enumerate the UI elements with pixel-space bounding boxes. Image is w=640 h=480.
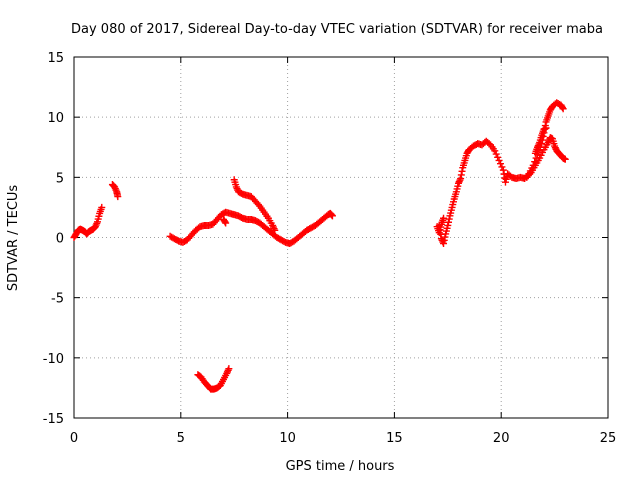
data-point [254,201,262,209]
data-point [455,178,463,186]
data-point [269,221,277,229]
data-point [270,225,278,233]
data-point [445,218,453,226]
y-tick-label: -15 [43,412,64,427]
data-point [111,183,119,191]
data-point [542,124,550,132]
x-tick-label: 15 [386,431,403,446]
data-point [440,236,448,244]
data-point [114,193,122,201]
data-point [222,219,230,227]
data-point [328,211,336,219]
x-tick-label: 20 [493,431,510,446]
data-point [551,142,559,150]
tick-labels: 0 5 10 15 20 25 -15 -10 -5 0 5 10 15 [43,51,617,446]
data-point [534,143,542,151]
data-point [458,167,466,175]
data-point [491,147,499,155]
data-point [328,212,336,220]
data-point [225,365,233,373]
data-point [454,179,462,187]
data-point [111,185,119,193]
data-point [535,140,543,148]
data-point [559,105,567,113]
data-point [495,156,503,164]
data-point [232,183,240,191]
data-point [223,369,231,377]
data-point [92,221,100,229]
data-point [327,210,335,218]
data-point [233,185,241,193]
x-tick-label: 0 [70,431,78,446]
grid [74,57,608,418]
data-point [441,233,449,241]
data-point [544,138,552,146]
data-point [91,223,99,231]
x-axis-label: GPS time / hours [286,459,395,474]
data-point [112,186,120,194]
data-point [457,175,465,183]
data-point [492,150,500,158]
data-point [456,176,464,184]
data-point [558,104,566,112]
y-tick-label: -5 [51,292,64,307]
data-point [499,166,507,174]
data-point [93,219,101,227]
x-tick-label: 5 [177,431,185,446]
data-point [98,203,106,211]
data-point [269,223,277,231]
data-point [439,238,447,246]
data-point [498,163,506,171]
data-points [70,99,569,393]
data-point [221,218,229,226]
data-point [440,214,448,222]
data-point [561,155,569,163]
data-point [551,144,559,152]
data-point [223,368,231,376]
data-point [224,366,232,374]
data-point [457,171,465,179]
data-point [526,170,534,178]
data-point [534,142,542,150]
x-tick-label: 25 [600,431,617,446]
y-tick-label: 10 [47,111,64,126]
data-point [445,215,453,223]
data-point [494,153,502,161]
data-point [444,221,452,229]
y-tick-label: 5 [56,171,64,186]
data-point [496,160,504,168]
y-axis-label: SDTVAR / TECUs [6,185,21,292]
axis-ticks [73,56,609,419]
data-point [271,226,279,234]
y-tick-label: 15 [47,51,64,66]
chart-title: Day 080 of 2017, Sidereal Day-to-day VTE… [71,22,603,37]
y-tick-label: -10 [43,352,64,367]
y-tick-label: 0 [56,232,64,247]
x-tick-label: 10 [279,431,296,446]
data-point [440,240,448,248]
